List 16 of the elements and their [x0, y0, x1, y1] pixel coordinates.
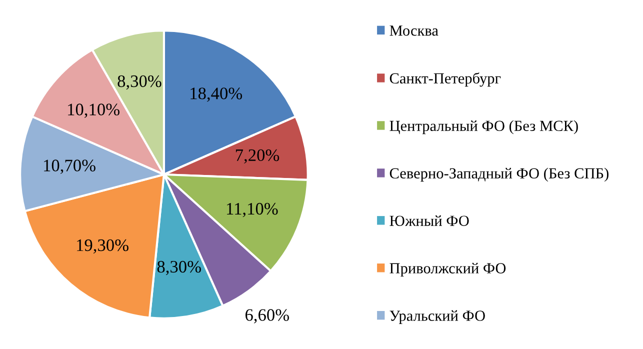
data-label: 10,70% — [44, 160, 96, 174]
legend-label: Санкт-Петербург — [390, 72, 501, 87]
data-label: 10,10% — [68, 104, 120, 118]
legend-label: Уральский ФО — [390, 310, 485, 324]
legend-label: Москва — [390, 26, 438, 36]
data-label: 18,40% — [190, 88, 242, 102]
data-label: 8,30% — [157, 260, 201, 276]
data-label: 7,20% — [236, 149, 280, 164]
data-label: 6,60% — [245, 309, 289, 324]
data-label: 8,30% — [118, 75, 162, 90]
legend-label: Центральный ФО (Без МСК) — [390, 120, 578, 134]
legend-label: Северно-Западный ФО (Без СПБ) — [390, 168, 608, 182]
data-label: 11,10% — [227, 202, 278, 218]
legend-label: Южный ФО — [390, 215, 469, 226]
legend-label: Приволжский ФО — [390, 262, 506, 277]
data-label: 19,30% — [77, 239, 128, 254]
